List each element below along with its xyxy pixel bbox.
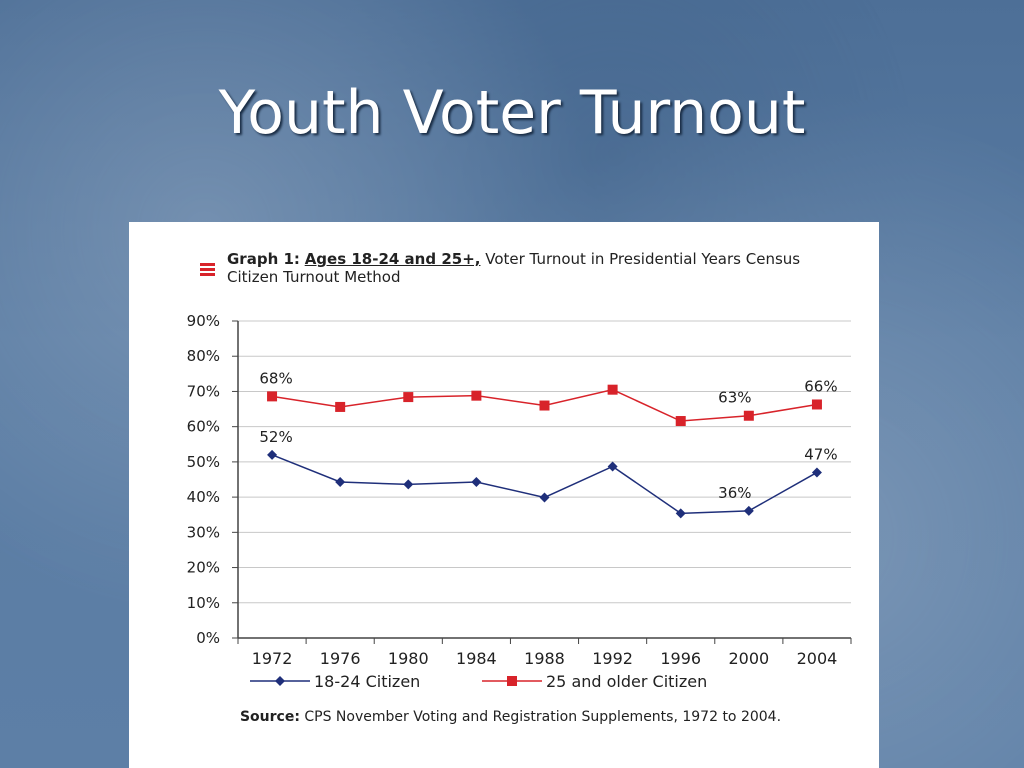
graph-title-rest: Voter Turnout in Presidential Years Cens… (227, 250, 801, 286)
data-point-diamond (675, 508, 686, 519)
graph-title-emphasis: Ages 18-24 and 25+, (304, 250, 481, 268)
data-point-square (267, 391, 278, 402)
data-point-square (471, 390, 482, 401)
y-tick-label: 0% (196, 629, 220, 647)
data-point-square (403, 392, 414, 403)
data-point-diamond (403, 479, 414, 490)
data-point-square (743, 410, 754, 421)
x-tick-label: 1980 (388, 649, 429, 668)
y-tick-label: 60% (187, 418, 220, 436)
y-tick-label: 10% (187, 594, 220, 612)
graph-title-prefix: Graph 1: (227, 250, 300, 268)
source-note: Source: CPS November Voting and Registra… (158, 708, 863, 727)
legend-label: 18-24 Citizen (314, 672, 420, 691)
data-point-diamond (471, 476, 482, 487)
data-point-square (675, 416, 686, 427)
x-tick-label: 1976 (320, 649, 361, 668)
data-label: 63% (718, 389, 751, 407)
x-tick-label: 1984 (456, 649, 497, 668)
y-tick-label: 70% (187, 382, 220, 400)
y-tick-label: 20% (187, 559, 220, 577)
data-point-diamond (335, 476, 346, 487)
y-tick-label: 40% (187, 488, 220, 506)
data-point-diamond (811, 467, 822, 478)
x-tick-label: 1992 (592, 649, 633, 668)
y-tick-label: 30% (187, 523, 220, 541)
data-point-diamond (607, 461, 618, 472)
data-label: 36% (718, 484, 751, 502)
data-label: 66% (804, 377, 837, 395)
data-point-diamond (539, 492, 550, 503)
y-tick-label: 50% (187, 453, 220, 471)
data-label: 68% (259, 369, 292, 387)
data-point-square (539, 400, 550, 411)
bullet-icon (200, 263, 215, 278)
source-text: CPS November Voting and Registration Sup… (299, 709, 782, 725)
data-point-square (811, 399, 822, 410)
data-label: 52% (259, 428, 292, 446)
legend-marker-diamond (275, 676, 285, 686)
legend-marker-square (507, 676, 517, 686)
x-tick-label: 2004 (797, 649, 838, 668)
x-tick-label: 1972 (252, 649, 293, 668)
x-tick-label: 2000 (728, 649, 769, 668)
data-label: 47% (804, 445, 837, 463)
data-point-square (607, 384, 618, 395)
graph-title: Graph 1: Ages 18-24 and 25+, Voter Turno… (227, 250, 827, 286)
x-tick-label: 1988 (524, 649, 565, 668)
data-point-diamond (743, 505, 754, 516)
data-point-diamond (267, 449, 278, 460)
chart-panel (129, 222, 879, 768)
x-tick-label: 1996 (660, 649, 701, 668)
source-label: Source: (239, 709, 300, 725)
legend-label: 25 and older Citizen (546, 672, 707, 691)
slide-title: Youth Voter Turnout (218, 78, 806, 148)
data-point-square (335, 401, 346, 412)
y-tick-label: 80% (187, 347, 220, 365)
y-tick-label: 90% (187, 312, 220, 330)
